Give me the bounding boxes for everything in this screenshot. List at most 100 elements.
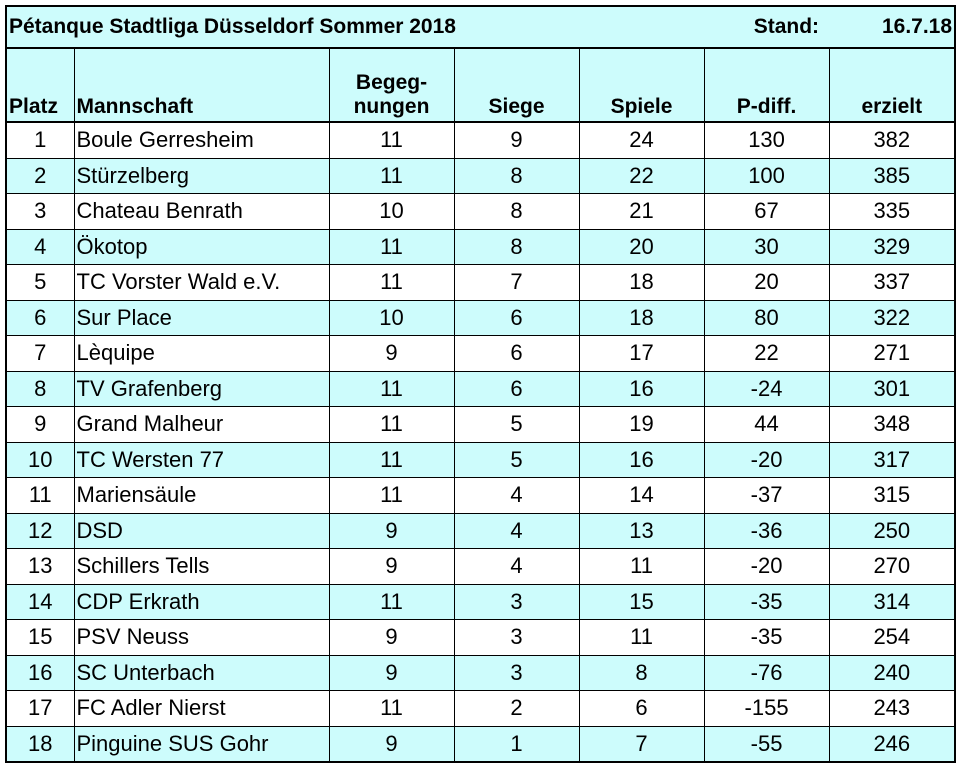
cell-spiele: 14 [578, 477, 705, 514]
cell-erzielt: 314 [828, 583, 956, 620]
cell-pdiff: -36 [703, 512, 830, 549]
cell-team: Grand Malheur [73, 406, 330, 443]
cell-begegnungen: 11 [328, 121, 455, 159]
cell-platz: 7 [5, 335, 75, 372]
cell-spiele: 20 [578, 228, 705, 265]
cell-platz: 3 [5, 193, 75, 230]
cell-team: Boule Gerresheim [73, 121, 330, 159]
cell-platz: 18 [5, 725, 75, 763]
cell-erzielt: 301 [828, 370, 956, 407]
table-row: 14 CDP Erkrath 11 3 15 -35 314 [5, 583, 956, 620]
cell-team: Sur Place [73, 299, 330, 336]
cell-team: Mariensäule [73, 477, 330, 514]
cell-pdiff: -35 [703, 583, 830, 620]
cell-pdiff: 100 [703, 157, 830, 194]
standings-table: Pétanque Stadtliga Düsseldorf Sommer 201… [5, 5, 957, 763]
cell-team: TC Vorster Wald e.V. [73, 264, 330, 301]
cell-platz: 9 [5, 406, 75, 443]
cell-team: Lèquipe [73, 335, 330, 372]
cell-platz: 6 [5, 299, 75, 336]
cell-siege: 7 [453, 264, 580, 301]
cell-siege: 8 [453, 228, 580, 265]
cell-pdiff: 67 [703, 193, 830, 230]
cell-erzielt: 348 [828, 406, 956, 443]
cell-begegnungen: 9 [328, 548, 455, 585]
league-title: Pétanque Stadtliga Düsseldorf Sommer 201… [5, 5, 705, 49]
cell-siege: 5 [453, 406, 580, 443]
title-row: Pétanque Stadtliga Düsseldorf Sommer 201… [5, 5, 956, 49]
cell-erzielt: 271 [828, 335, 956, 372]
table-row: 5 TC Vorster Wald e.V. 11 7 18 20 337 [5, 264, 956, 301]
cell-platz: 4 [5, 228, 75, 265]
col-header-begegnungen: Begeg-nungen [328, 47, 455, 123]
stand-date: 16.7.18 [829, 5, 956, 49]
col-header-begegnungen-line1: Begeg- [355, 71, 428, 94]
cell-pdiff: -37 [703, 477, 830, 514]
cell-erzielt: 337 [828, 264, 956, 301]
cell-platz: 17 [5, 690, 75, 727]
cell-begegnungen: 11 [328, 370, 455, 407]
cell-erzielt: 382 [828, 121, 956, 159]
cell-begegnungen: 11 [328, 264, 455, 301]
cell-team: Pinguine SUS Gohr [73, 725, 330, 763]
cell-team: Chateau Benrath [73, 193, 330, 230]
cell-erzielt: 250 [828, 512, 956, 549]
cell-team: Schillers Tells [73, 548, 330, 585]
table-row: 2 Stürzelberg 11 8 22 100 385 [5, 157, 956, 194]
table-row: 12 DSD 9 4 13 -36 250 [5, 512, 956, 549]
cell-platz: 16 [5, 654, 75, 691]
cell-pdiff: -20 [703, 548, 830, 585]
standings-body: 1 Boule Gerresheim 11 9 24 130 382 2 Stürzelberg… [5, 121, 956, 763]
cell-team: Stürzelberg [73, 157, 330, 194]
cell-siege: 4 [453, 548, 580, 585]
cell-siege: 5 [453, 441, 580, 478]
cell-erzielt: 329 [828, 228, 956, 265]
table-row: 7 Lèquipe 9 6 17 22 271 [5, 335, 956, 372]
cell-siege: 6 [453, 299, 580, 336]
cell-spiele: 11 [578, 619, 705, 656]
cell-begegnungen: 10 [328, 193, 455, 230]
cell-platz: 15 [5, 619, 75, 656]
cell-spiele: 17 [578, 335, 705, 372]
cell-spiele: 22 [578, 157, 705, 194]
standings-sheet: Pétanque Stadtliga Düsseldorf Sommer 201… [5, 5, 957, 763]
col-header-pdiff: P-diff. [703, 47, 830, 123]
cell-erzielt: 243 [828, 690, 956, 727]
cell-team: SC Unterbach [73, 654, 330, 691]
table-row: 16 SC Unterbach 9 3 8 -76 240 [5, 654, 956, 691]
cell-platz: 5 [5, 264, 75, 301]
stand-label: Stand: [704, 5, 830, 49]
cell-spiele: 13 [578, 512, 705, 549]
table-row: 17 FC Adler Nierst 11 2 6 -155 243 [5, 690, 956, 727]
table-row: 1 Boule Gerresheim 11 9 24 130 382 [5, 121, 956, 159]
cell-siege: 1 [453, 725, 580, 763]
table-row: 10 TC Wersten 77 11 5 16 -20 317 [5, 441, 956, 478]
table-row: 6 Sur Place 10 6 18 80 322 [5, 299, 956, 336]
cell-platz: 12 [5, 512, 75, 549]
cell-erzielt: 385 [828, 157, 956, 194]
cell-pdiff: -55 [703, 725, 830, 763]
cell-platz: 8 [5, 370, 75, 407]
col-header-siege: Siege [453, 47, 580, 123]
cell-begegnungen: 11 [328, 157, 455, 194]
cell-spiele: 16 [578, 441, 705, 478]
cell-siege: 6 [453, 335, 580, 372]
cell-team: TC Wersten 77 [73, 441, 330, 478]
cell-erzielt: 240 [828, 654, 956, 691]
cell-spiele: 18 [578, 264, 705, 301]
cell-begegnungen: 9 [328, 512, 455, 549]
cell-begegnungen: 11 [328, 441, 455, 478]
cell-begegnungen: 11 [328, 406, 455, 443]
cell-platz: 2 [5, 157, 75, 194]
cell-begegnungen: 9 [328, 619, 455, 656]
col-header-mannschaft: Mannschaft [73, 47, 330, 123]
cell-erzielt: 254 [828, 619, 956, 656]
cell-pdiff: 30 [703, 228, 830, 265]
cell-spiele: 24 [578, 121, 705, 159]
cell-team: DSD [73, 512, 330, 549]
cell-team: FC Adler Nierst [73, 690, 330, 727]
table-row: 18 Pinguine SUS Gohr 9 1 7 -55 246 [5, 725, 956, 763]
cell-siege: 3 [453, 619, 580, 656]
cell-pdiff: 130 [703, 121, 830, 159]
table-row: 4 Ökotop 11 8 20 30 329 [5, 228, 956, 265]
